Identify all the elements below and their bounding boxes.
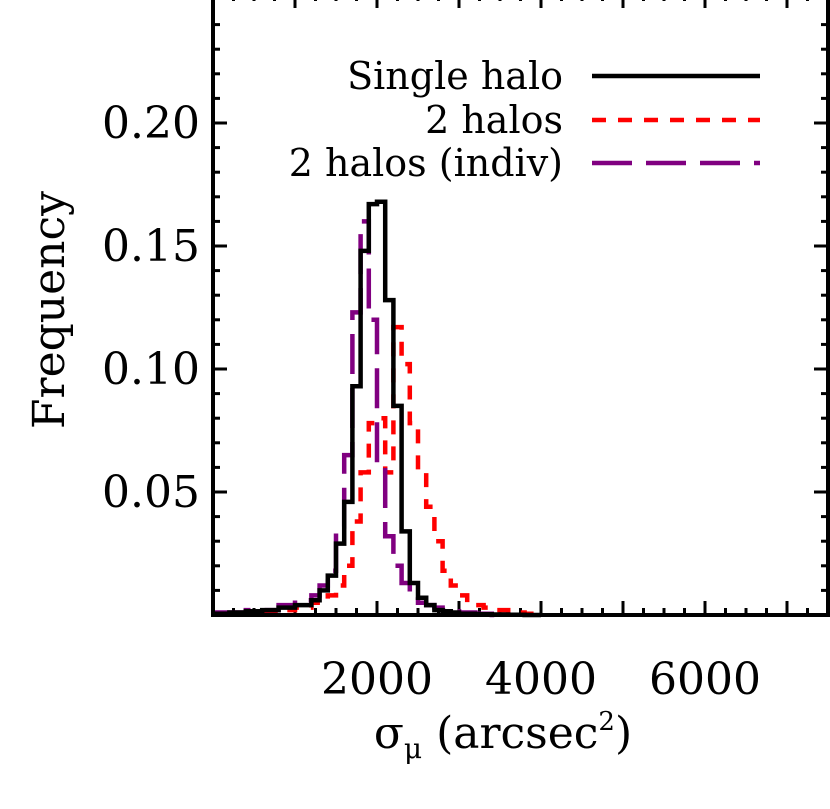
tick-labels-layer: 2000 4000 6000 0.05 0.10 0.15 0.20 xyxy=(102,98,761,705)
series-line-1 xyxy=(213,324,541,617)
curves-layer xyxy=(213,199,541,618)
x-axis-title-superscript: 2 xyxy=(598,707,615,737)
x-axis-title-close: ) xyxy=(615,708,632,759)
x-tick-label: 6000 xyxy=(649,654,761,705)
x-axis-title-unit: (arcsec xyxy=(422,708,598,759)
x-axis-title-symbol: σ xyxy=(374,708,404,759)
series-line-0 xyxy=(213,199,541,618)
y-tick-label: 0.10 xyxy=(102,344,200,395)
x-axis-title-subscript: μ xyxy=(404,732,422,765)
x-tick-label: 2000 xyxy=(321,654,433,705)
legend-label-0: Single halo xyxy=(347,54,563,98)
plot-frame xyxy=(211,0,830,617)
y-axis-title: Frequency xyxy=(24,191,75,429)
y-tick-label: 0.15 xyxy=(102,221,200,272)
x-axis-title: σμ (arcsec2) xyxy=(374,707,632,765)
y-tick-label: 0.20 xyxy=(102,98,200,149)
series-line-2 xyxy=(213,219,509,618)
legend-label-2: 2 halos (indiv) xyxy=(289,141,563,185)
legend-label-1: 2 halos xyxy=(425,98,563,142)
x-tick-label: 4000 xyxy=(485,654,597,705)
y-tick-label: 0.05 xyxy=(102,467,200,518)
